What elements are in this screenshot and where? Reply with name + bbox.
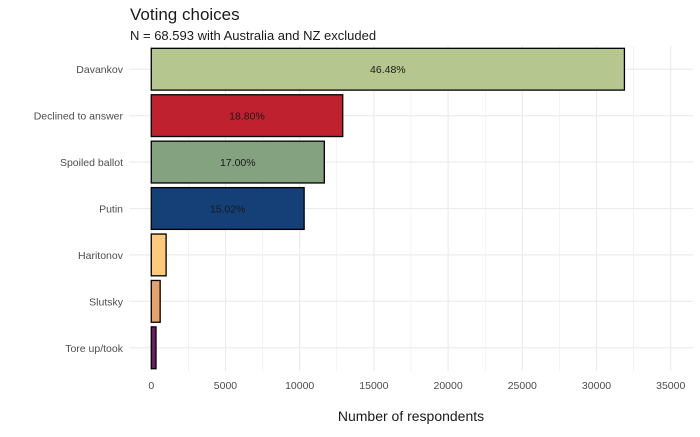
data-labels: 46.48% 18.80% 17.00% 15.02%	[210, 64, 406, 215]
bar-spoiled-ballot	[150, 140, 325, 184]
x-tick-label: 15000	[359, 380, 388, 392]
data-label: 18.80%	[229, 111, 265, 123]
y-tick-label: Putin	[99, 204, 123, 216]
y-axis-labels: Davankov Declined to answer Spoiled ballot…	[34, 64, 124, 355]
x-axis-title: Number of respondents	[338, 408, 484, 424]
bar-tore-up-took	[150, 326, 157, 370]
x-tick-label: 30000	[582, 380, 611, 392]
bar-declined-to-answer	[150, 94, 344, 138]
x-tick-label: 5000	[214, 380, 238, 392]
bars	[150, 47, 626, 370]
y-tick-label: Spoiled ballot	[60, 157, 123, 169]
y-tick-label: Haritonov	[78, 250, 124, 262]
y-tick-label: Davankov	[76, 64, 123, 76]
data-label: 46.48%	[370, 64, 406, 76]
chart-subtitle: N = 68.593 with Australia and NZ exclude…	[130, 28, 376, 43]
bar-slutsky	[150, 279, 161, 323]
x-tick-label: 0	[148, 380, 154, 392]
x-tick-label: 20000	[434, 380, 463, 392]
data-label: 17.00%	[220, 157, 256, 169]
bar-putin	[150, 186, 305, 231]
grid	[129, 46, 693, 371]
y-tick-label: Tore up/took	[65, 343, 124, 355]
bar-davankov	[150, 47, 626, 91]
x-tick-label: 25000	[508, 380, 537, 392]
data-label: 15.02%	[210, 204, 246, 216]
bar-haritonov	[150, 233, 167, 277]
x-axis-labels: 0 5000 10000 15000 20000 25000 30000 35000	[148, 380, 685, 392]
y-tick-label: Declined to answer	[34, 111, 124, 123]
x-tick-label: 35000	[656, 380, 685, 392]
x-tick-label: 10000	[285, 380, 314, 392]
chart-title: Voting choices	[130, 5, 240, 24]
y-tick-label: Slutsky	[89, 296, 124, 308]
